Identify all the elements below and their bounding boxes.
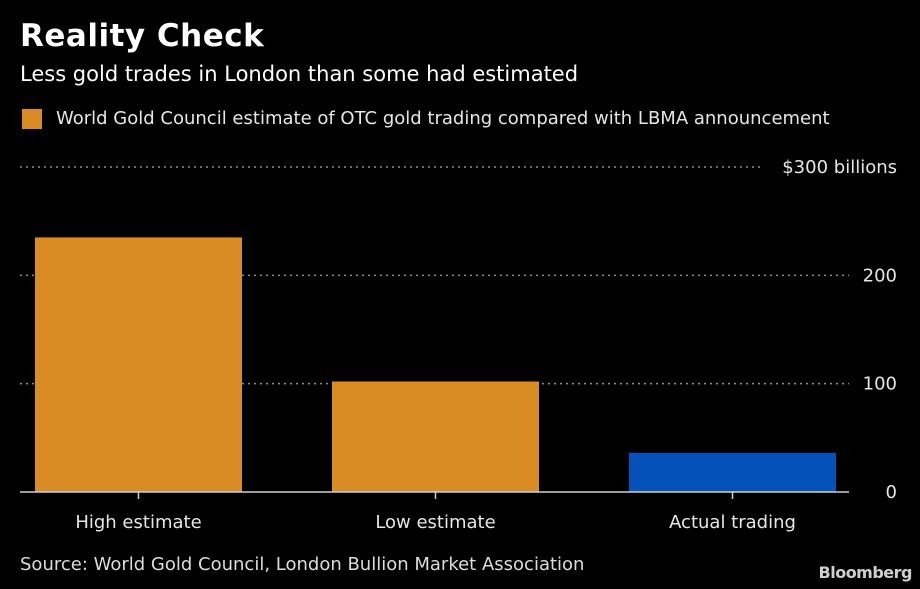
bloomberg-logo: Bloomberg — [818, 563, 913, 582]
bar — [35, 237, 242, 492]
legend-swatch — [22, 108, 42, 129]
bar — [332, 381, 539, 492]
y-tick-label: 100 — [863, 374, 897, 395]
y-tick-label: $300 billions — [782, 157, 897, 178]
y-tick-label: 200 — [863, 265, 897, 286]
x-tick-label: Actual trading — [669, 512, 796, 533]
y-tick-label: 0 — [886, 482, 897, 503]
chart-subtitle: Less gold trades in London than some had… — [20, 62, 579, 86]
x-tick-label: Low estimate — [375, 512, 495, 533]
legend: World Gold Council estimate of OTC gold … — [22, 108, 830, 129]
source-note: Source: World Gold Council, London Bulli… — [20, 554, 585, 575]
legend-label: World Gold Council estimate of OTC gold … — [56, 108, 830, 129]
chart-title: Reality Check — [20, 18, 265, 54]
x-tick-label: High estimate — [75, 512, 201, 533]
bar — [629, 453, 836, 492]
